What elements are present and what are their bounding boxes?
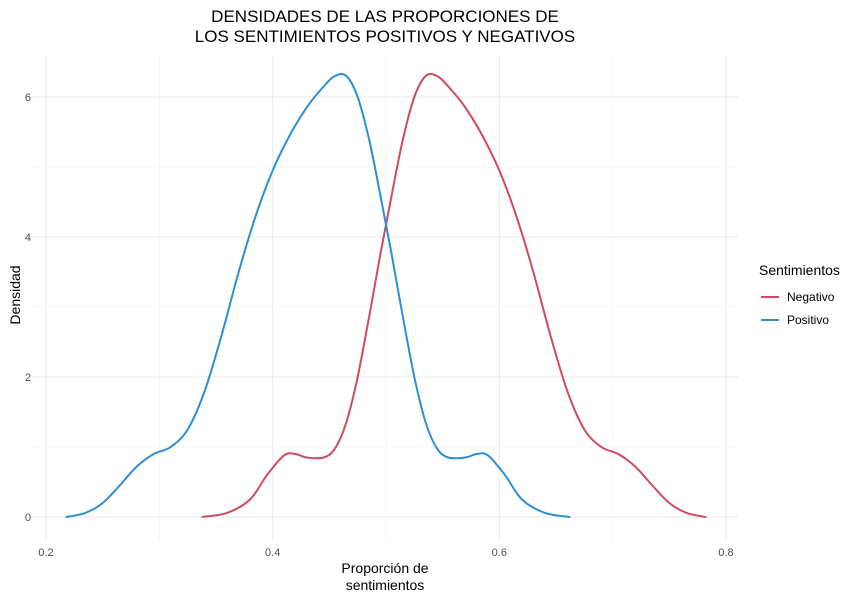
legend-items: Negativo Positivo (761, 290, 835, 327)
y-tick-labels: 0 2 4 6 (25, 92, 31, 524)
y-tick-label: 4 (25, 232, 31, 244)
x-tick-label: 0.8 (718, 547, 733, 559)
series-lines (65, 73, 707, 518)
x-tick-label: 0.4 (265, 547, 280, 559)
x-tick-label: 0.6 (492, 547, 507, 559)
x-tick-label: 0.2 (38, 547, 53, 559)
legend-label-negativo: Negativo (787, 290, 835, 304)
x-axis-title-line1: Proporción de (341, 560, 428, 576)
y-tick-label: 0 (25, 512, 31, 524)
y-tick-label: 6 (25, 92, 31, 104)
chart-title-line2: LOS SENTIMIENTOS POSITIVOS Y NEGATIVOS (195, 27, 575, 46)
y-tick-label: 2 (25, 372, 31, 384)
y-axis-title: Densidad (7, 265, 23, 324)
minor-gridlines (30, 55, 738, 540)
x-tick-labels: 0.2 0.4 0.6 0.8 (38, 547, 733, 559)
legend-title: Sentimientos (759, 262, 840, 278)
legend: Sentimientos Negativo Positivo (759, 262, 840, 327)
chart-title-line1: DENSIDADES DE LAS PROPORCIONES DE (211, 7, 559, 26)
x-axis-title-line2: sentimientos (346, 577, 425, 593)
series-line-negativo (201, 73, 707, 518)
legend-label-positivo: Positivo (787, 313, 829, 327)
series-line-positivo (65, 73, 571, 518)
